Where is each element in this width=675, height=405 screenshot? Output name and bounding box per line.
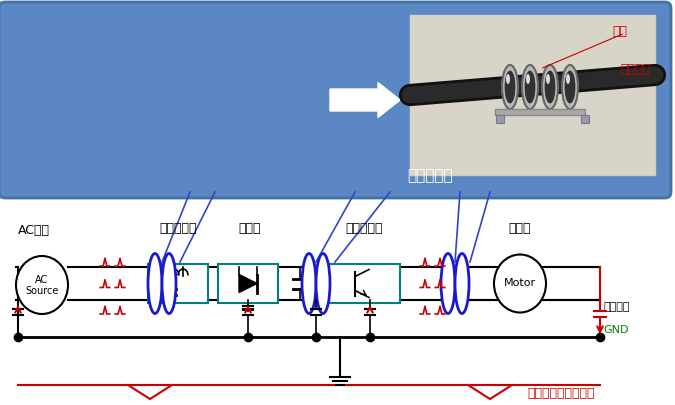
Ellipse shape — [302, 254, 316, 313]
Ellipse shape — [162, 254, 176, 313]
Polygon shape — [239, 275, 257, 292]
Ellipse shape — [522, 65, 538, 109]
Ellipse shape — [566, 74, 570, 84]
Text: AC電源: AC電源 — [18, 224, 50, 237]
FancyBboxPatch shape — [0, 2, 671, 198]
Bar — [496, 115, 504, 123]
Ellipse shape — [506, 74, 510, 84]
Ellipse shape — [502, 65, 518, 109]
Text: 取り付け例: 取り付け例 — [407, 168, 453, 183]
Text: 整流器: 整流器 — [239, 222, 261, 235]
Ellipse shape — [494, 254, 546, 313]
Ellipse shape — [505, 71, 515, 103]
Ellipse shape — [525, 71, 535, 103]
Ellipse shape — [546, 74, 550, 84]
Bar — [218, 264, 278, 303]
Text: フィルター: フィルター — [159, 222, 196, 235]
Ellipse shape — [542, 65, 558, 109]
FancyArrow shape — [330, 83, 400, 117]
Bar — [410, 15, 655, 175]
Text: コモンモードノイズ: コモンモードノイズ — [527, 387, 595, 400]
Ellipse shape — [562, 65, 578, 109]
Ellipse shape — [316, 254, 330, 313]
Ellipse shape — [565, 71, 575, 103]
Ellipse shape — [16, 256, 68, 314]
Ellipse shape — [148, 254, 162, 313]
Bar — [328, 264, 400, 303]
Ellipse shape — [441, 254, 455, 313]
Text: GND: GND — [603, 325, 628, 335]
Text: ケーブル: ケーブル — [620, 63, 650, 76]
Text: 寄生容量: 寄生容量 — [603, 303, 630, 313]
Text: モータ: モータ — [509, 222, 531, 235]
Text: Motor: Motor — [504, 279, 536, 288]
Ellipse shape — [545, 71, 555, 103]
Bar — [581, 115, 589, 123]
Text: Source: Source — [26, 286, 59, 296]
Bar — [148, 264, 208, 303]
Bar — [495, 109, 585, 115]
Ellipse shape — [526, 74, 530, 84]
Ellipse shape — [455, 254, 469, 313]
Bar — [410, 15, 655, 175]
Text: コア: コア — [612, 25, 628, 38]
Text: インバータ: インバータ — [345, 222, 383, 235]
Text: AC: AC — [35, 275, 49, 285]
